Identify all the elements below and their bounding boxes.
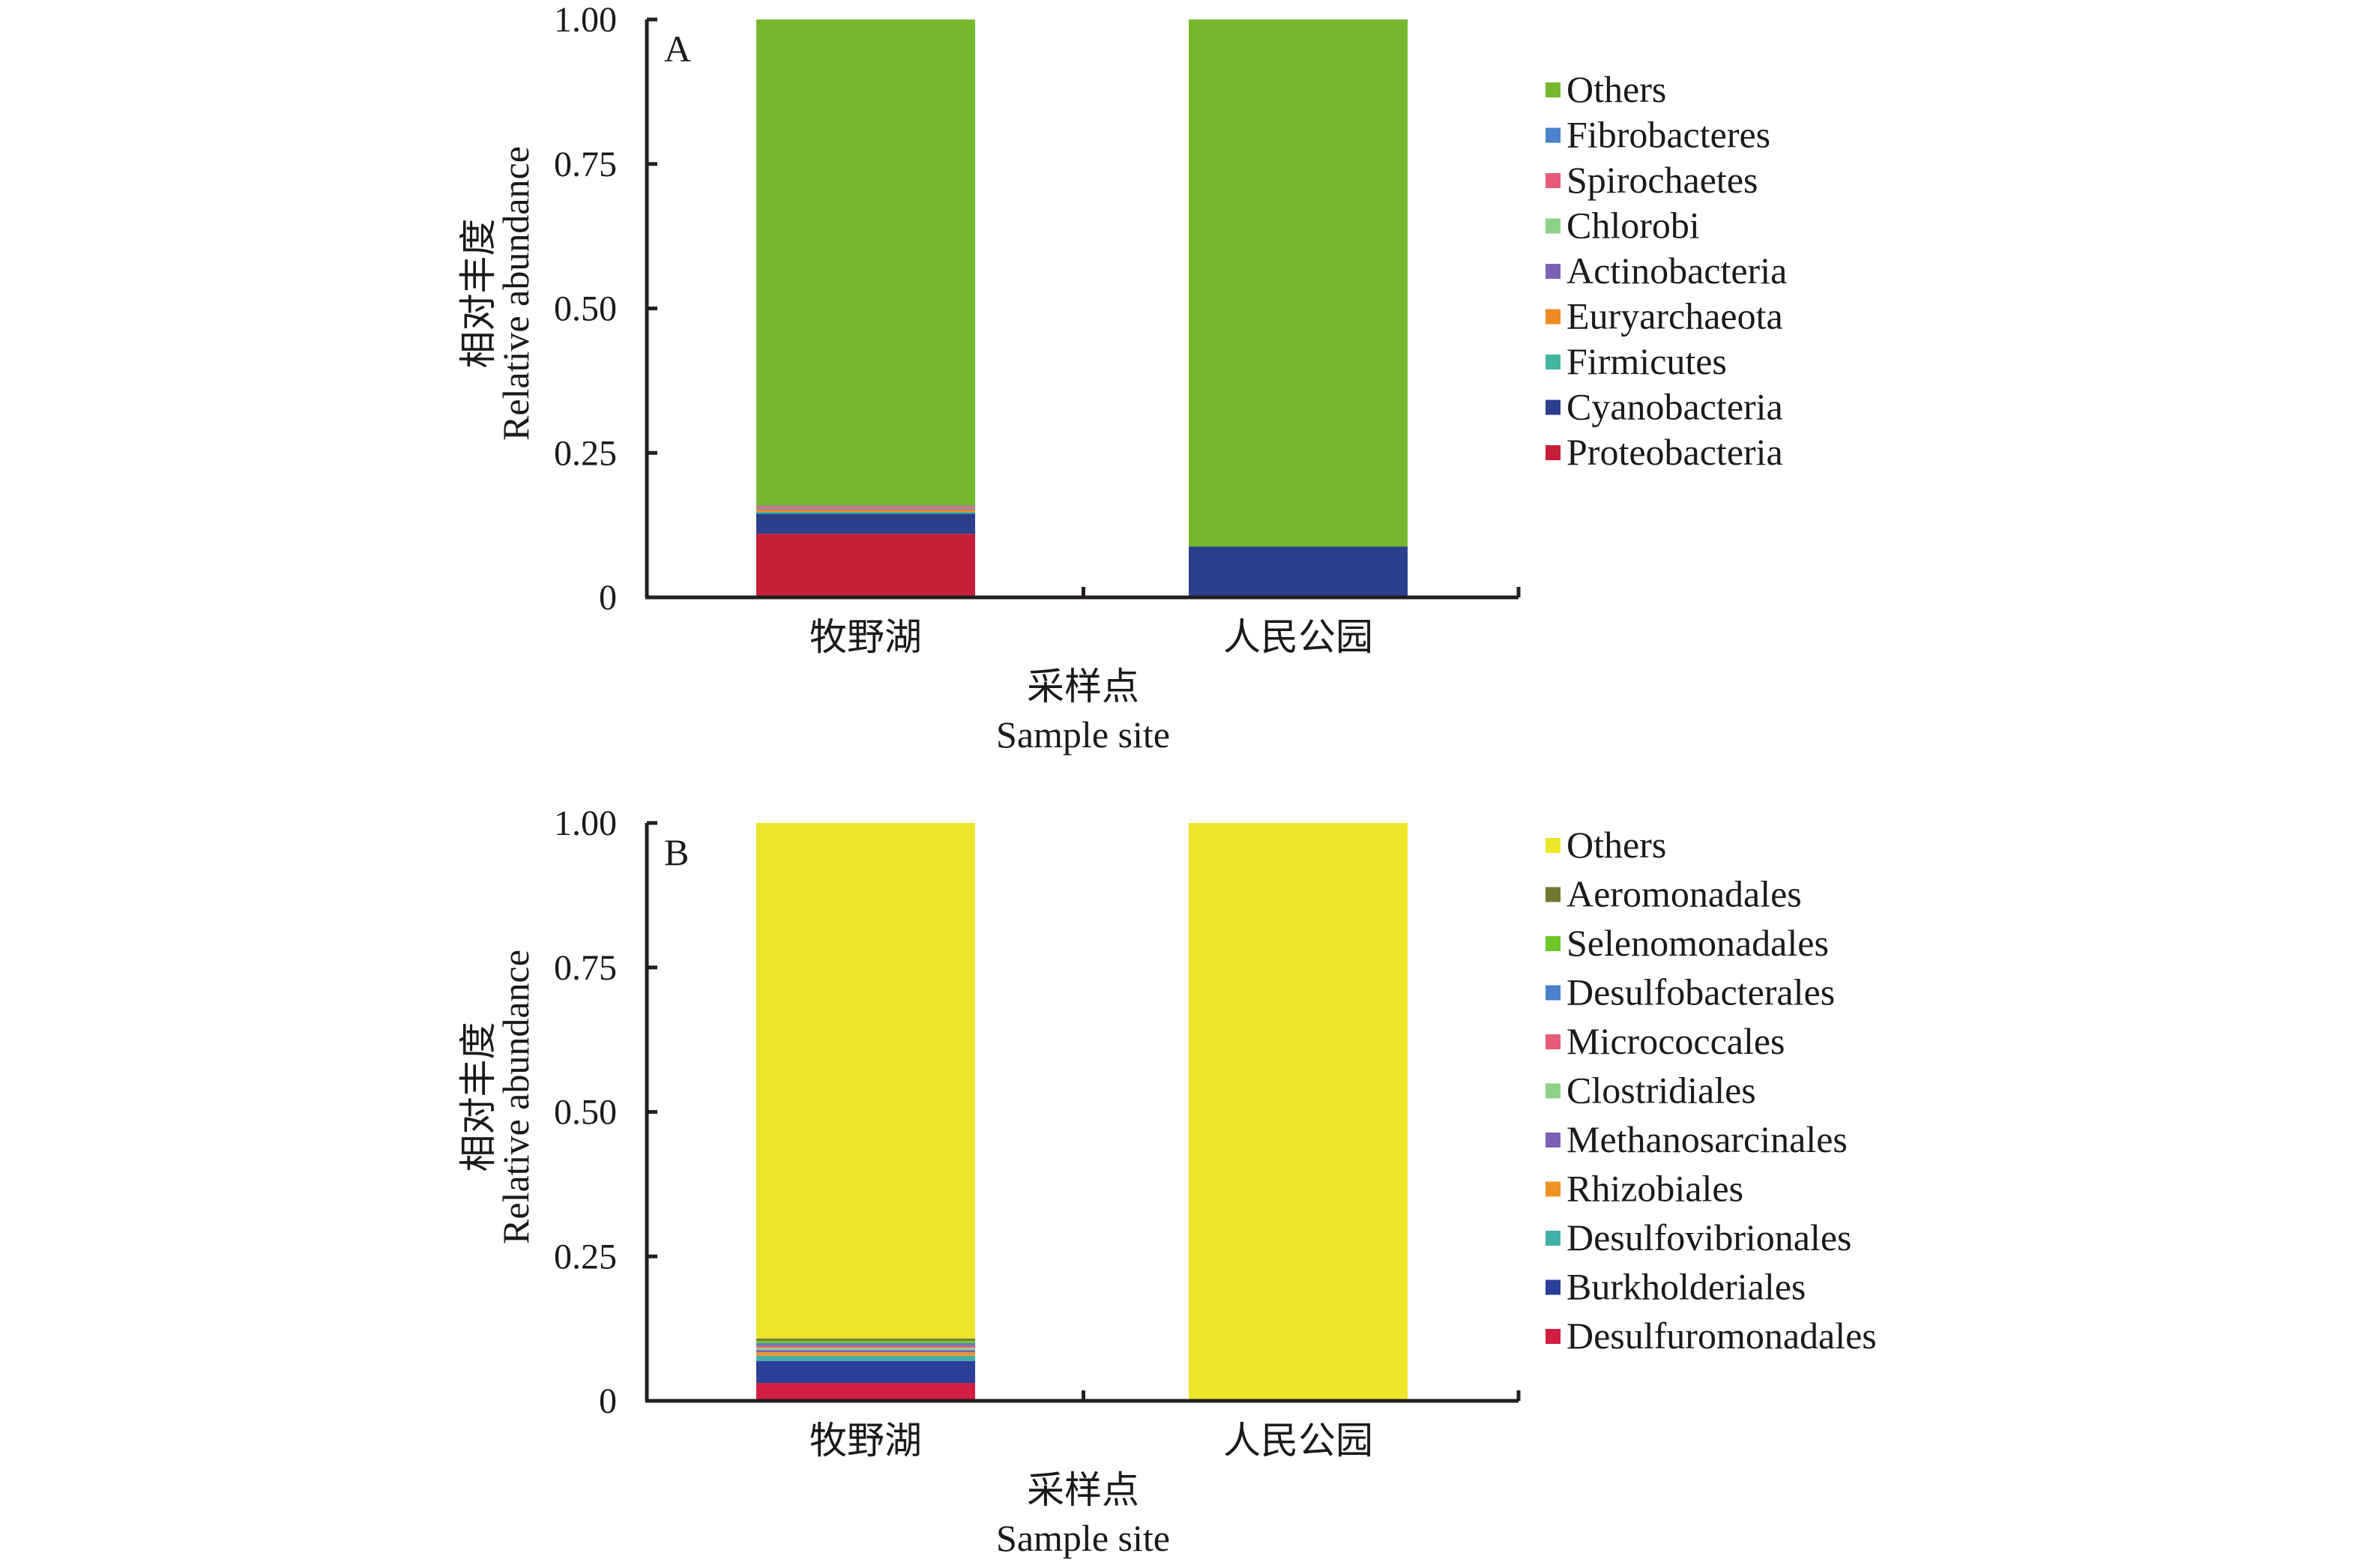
panel-b-x-axis-title-cn: 采样点 <box>1027 1469 1139 1511</box>
panel-b-legend-label-methanosarcinales: Methanosarcinales <box>1567 1118 1848 1160</box>
panel-a-bar-segment-others <box>1189 19 1408 547</box>
panel-a-legend-label-spirochaetes: Spirochaetes <box>1567 159 1758 201</box>
panel-b-bar-segment-desulfuromonadales <box>756 1383 975 1401</box>
panel-b-bar-segment-rhizobiales <box>756 1352 975 1356</box>
panel-a-bar-segment-actinobacteria <box>756 508 975 510</box>
panel-b-legend-label-micrococcales: Micrococcales <box>1567 1020 1785 1062</box>
panel-b-bar-segment-burkholderiales <box>756 1360 975 1384</box>
panel-a-bar-segment-cyanobacteria <box>1189 546 1408 597</box>
panel-a-y-tick-label: 0.25 <box>554 433 617 473</box>
panel-b-legend-label-aeromonadales: Aeromonadales <box>1567 873 1802 915</box>
panel-a-legend-label-euryarchaeota: Euryarchaeota <box>1567 295 1783 337</box>
panel-a-legend-swatch-euryarchaeota <box>1546 309 1561 325</box>
panel-b-y-tick-label: 0.25 <box>554 1237 617 1276</box>
panel-b-bar-segment-selenomonadales <box>756 1340 975 1343</box>
panel-b-bar-segment-others <box>756 823 975 1339</box>
panel-b-legend-label-others: Others <box>1567 824 1666 866</box>
panel-b-legend-swatch-aeromonadales <box>1546 887 1561 902</box>
panel-a-legend-swatch-proteobacteria <box>1546 445 1561 460</box>
panel-b-legend-swatch-desulfovibrionales <box>1546 1231 1561 1246</box>
panel-a-legend-label-firmicutes: Firmicutes <box>1567 340 1727 382</box>
panel-b-y-tick-label: 0.75 <box>554 948 617 988</box>
panel-b-legend-label-burkholderiales: Burkholderiales <box>1567 1266 1806 1308</box>
panel-a-bar-segment-spirochaetes <box>756 506 975 508</box>
panel-b-legend-label-selenomonadales: Selenomonadales <box>1567 922 1829 964</box>
panel-b-y-axis-title-cn: 相对丰度 <box>457 1022 499 1172</box>
panel-a-y-tick-label: 0.50 <box>554 289 617 329</box>
panel-b-legend-swatch-others <box>1546 838 1561 853</box>
panel-a-y-axis-title-en: Relative abundance <box>495 146 537 441</box>
panel-b-y-tick-label: 1.00 <box>554 803 617 843</box>
panel-b-legend-swatch-clostridiales <box>1546 1083 1561 1099</box>
panel-b-bar-segment-aeromonadales <box>756 1338 975 1341</box>
panel-b-bar-segment-others <box>1189 823 1408 1401</box>
panel-b-x-category-label: 牧野湖 <box>809 1420 922 1462</box>
panel-a-legend-swatch-firmicutes <box>1546 355 1561 370</box>
panel-b-x-category-label: 人民公园 <box>1223 1420 1373 1462</box>
panel-b-bar-segment-clostridiales <box>756 1348 975 1351</box>
panel-b-legend-swatch-micrococcales <box>1546 1034 1561 1049</box>
panel-b-legend-label-rhizobiales: Rhizobiales <box>1567 1168 1743 1210</box>
panel-a-legend-label-fibrobacteres: Fibrobacteres <box>1567 114 1770 156</box>
panel-a-bar-segment-proteobacteria <box>756 534 975 597</box>
panel-a-x-axis-title-cn: 采样点 <box>1027 666 1139 708</box>
panel-a-legend-label-actinobacteria: Actinobacteria <box>1567 250 1787 292</box>
panel-a-y-tick-label: 1.00 <box>554 0 617 40</box>
panel-a-y-tick-label: 0.75 <box>554 145 617 184</box>
panel-b-bar-segment-micrococcales <box>756 1345 975 1348</box>
panel-a-legend-swatch-cyanobacteria <box>1546 399 1561 415</box>
panel-b-letter: B <box>664 831 689 873</box>
panel-b-legend-swatch-selenomonadales <box>1546 936 1561 951</box>
panel-b-bar-segment-desulfovibrionales <box>756 1355 975 1361</box>
panel-b-legend-swatch-desulfobacterales <box>1546 985 1561 1001</box>
panel-b-x-axis-title-en: Sample site <box>996 1517 1170 1559</box>
panel-b-legend-label-clostridiales: Clostridiales <box>1567 1070 1756 1112</box>
panel-a-legend-swatch-chlorobi <box>1546 218 1561 234</box>
panel-a-bar-segment-fibrobacteres <box>756 505 975 507</box>
panel-a-legend-label-proteobacteria: Proteobacteria <box>1567 431 1783 473</box>
panel-a-letter: A <box>664 28 691 70</box>
panel-a-bar-segment-others <box>756 19 975 506</box>
panel-a-legend-label-cyanobacteria: Cyanobacteria <box>1567 386 1783 428</box>
panel-a-bar-segment-chlorobi <box>756 507 975 509</box>
panel-b-y-axis-title-en: Relative abundance <box>495 950 537 1244</box>
panel-a-bar-segment-euryarchaeota <box>756 509 975 512</box>
panel-a-x-category-label: 牧野湖 <box>809 616 922 658</box>
panel-b-bar-segment-methanosarcinales <box>756 1350 975 1353</box>
panel-a-y-tick-label: 0 <box>599 578 617 618</box>
panel-a-bar-segment-cyanobacteria <box>756 513 975 534</box>
panel-b-legend-swatch-desulfuromonadales <box>1546 1329 1561 1344</box>
panel-b-legend-label-desulfobacterales: Desulfobacterales <box>1567 971 1835 1013</box>
panel-b-legend-swatch-burkholderiales <box>1546 1279 1561 1295</box>
panel-a-legend-swatch-fibrobacteres <box>1546 127 1561 143</box>
panel-b-legend-swatch-rhizobiales <box>1546 1181 1561 1197</box>
panel-a-legend-swatch-actinobacteria <box>1546 264 1561 279</box>
panel-b-bar-segment-desulfobacterales <box>756 1342 975 1345</box>
panel-a-legend-label-others: Others <box>1567 68 1666 110</box>
panel-b-legend-label-desulfuromonadales: Desulfuromonadales <box>1567 1315 1877 1357</box>
panel-b-legend-swatch-methanosarcinales <box>1546 1133 1561 1148</box>
panel-a-legend-label-chlorobi: Chlorobi <box>1567 205 1700 247</box>
panel-b-y-tick-label: 0 <box>599 1381 617 1421</box>
panel-a-x-axis-title-en: Sample site <box>996 714 1170 756</box>
panel-a-y-axis-title-cn: 相对丰度 <box>457 219 499 369</box>
panel-b-legend-label-desulfovibrionales: Desulfovibrionales <box>1567 1216 1851 1258</box>
panel-a-x-category-label: 人民公园 <box>1223 616 1373 658</box>
panel-a-legend-swatch-spirochaetes <box>1546 173 1561 188</box>
panel-a-bar-segment-firmicutes <box>756 511 975 514</box>
panel-b-y-tick-label: 0.50 <box>554 1093 617 1133</box>
panel-a-legend-swatch-others <box>1546 82 1561 97</box>
